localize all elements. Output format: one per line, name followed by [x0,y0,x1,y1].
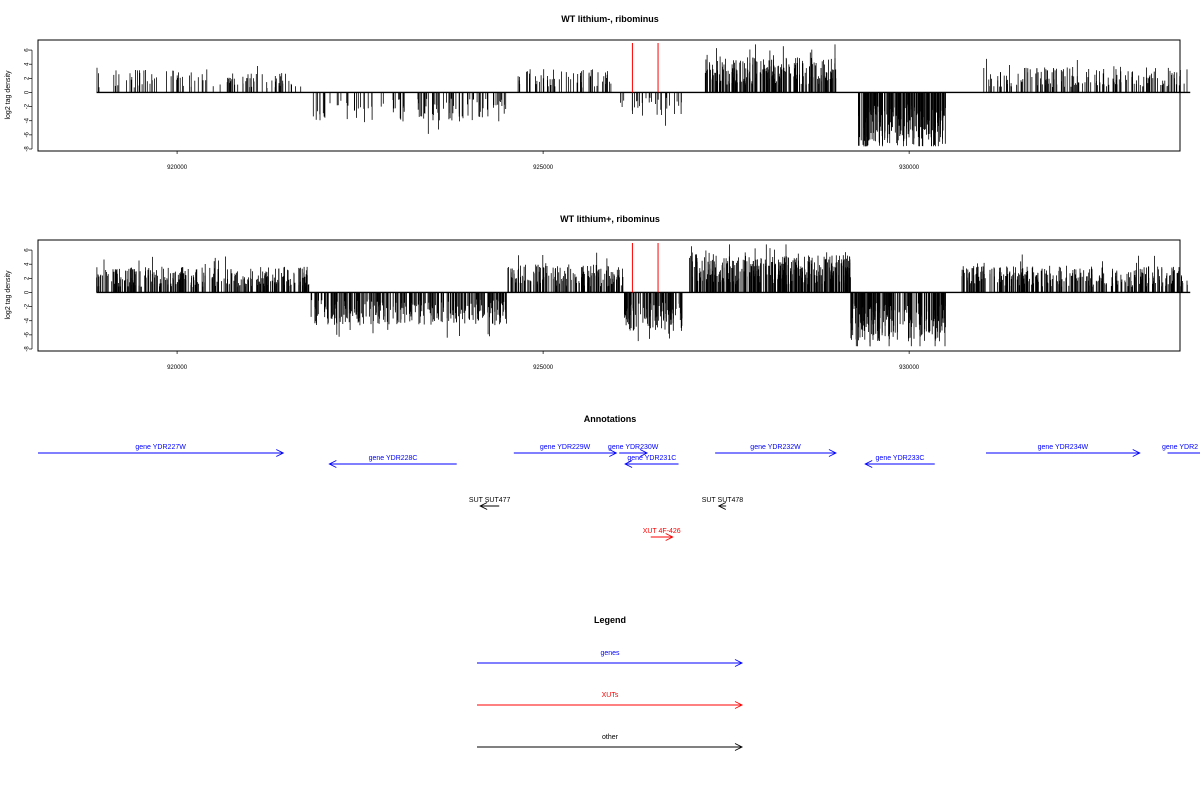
coverage-segment [983,58,1188,93]
coverage-segment [961,254,1188,293]
coverage-segment [704,44,837,93]
annotation-label: gene YDR232W [750,444,801,451]
annotation-label: XUT 4F-426 [643,528,681,535]
annotation-label: gene YDR227W [135,444,186,451]
coverage-segment [219,66,302,93]
annotation-gene-ydr228c: gene YDR228C [328,455,457,468]
coverage-panel-lithium-plus: WT lithium+, ribominus log2 tag density … [5,214,1191,371]
annotation-gene-ydr2: gene YDR2 [1162,444,1200,454]
legend-item-other: other [477,734,744,751]
annotations-title: Annotations [584,414,637,424]
legend-items: genes XUTs other [477,650,744,751]
y-tick-label: -6 [25,132,31,138]
annotation-label: gene YDR229W [540,444,591,451]
y-tick-label: 4 [25,262,31,266]
arrow-head [864,460,873,468]
coverage-plot-lithium-minus: 6 4 2 0 -2 -4 -6 -8 920000 925000 930000 [25,43,1191,171]
y-tick-label: -2 [25,303,31,309]
annotation-label: SUT SUT477 [469,497,511,504]
annotation-features: gene YDR227W gene YDR228C gene YDR229W gene… [38,444,1200,541]
annotation-label: gene YDR228C [369,455,418,462]
arrow-head [328,460,337,468]
annotation-gene-ydr227w: gene YDR227W [38,444,285,457]
arrow-head [276,449,285,457]
annotation-label: SUT SUT478 [702,497,744,504]
y-tick-label: 4 [25,62,31,66]
annotation-label: gene YDR2 [1162,444,1198,451]
annotation-gene-ydr232w: gene YDR232W [715,444,837,457]
y-tick-label: -6 [25,332,31,338]
arrow-head [734,701,744,709]
y-tick-label: -4 [25,317,31,323]
coverage-segment [96,256,310,293]
annotation-label: gene YDR234W [1038,444,1089,451]
y-tick-label: -4 [25,117,31,123]
y-tick-label: 6 [25,48,31,52]
legend-title: Legend [594,615,626,625]
x-tick-label: 925000 [533,165,554,171]
arrow-head [639,449,649,457]
annotation-xut-4f-426: XUT 4F-426 [643,528,681,541]
y-tick-label: -8 [25,146,31,152]
y-tick-label: 0 [25,290,31,294]
coverage-plot-lithium-plus: 6 4 2 0 -2 -4 -6 -8 920000 925000 930000 [25,243,1191,371]
y-tick-label: 6 [25,248,31,252]
coverage-segment [312,92,507,134]
coverage-segment [624,292,683,342]
x-tick-label: 930000 [899,365,920,371]
arrow-head [828,449,837,457]
annotation-gene-ydr229w: gene YDR229W [513,444,618,457]
legend-label: other [602,734,619,741]
annotation-gene-ydr234w: gene YDR234W [986,444,1141,457]
x-tick-label: 920000 [167,165,188,171]
coverage-segment [850,292,946,347]
y-tick-label: 2 [25,276,31,280]
x-tick-label: 925000 [533,365,554,371]
arrow-head [717,502,727,510]
plot-frame [37,239,1181,352]
x-tick-label: 930000 [899,165,920,171]
coverage-segment [620,92,682,126]
arrow-head [624,460,633,468]
y-tick-label: -8 [25,346,31,352]
plot-frame [37,39,1181,152]
annotation-label: gene YDR233C [876,455,925,462]
legend-label: XUTs [602,692,619,699]
legend-item-xuts: XUTs [477,692,744,709]
x-tick-label: 920000 [167,365,188,371]
coverage-panel-lithium-minus: WT lithium-, ribominus log2 tag density … [5,14,1191,171]
arrow-head [479,502,488,510]
coverage-segment [689,244,851,293]
arrow-head [734,659,744,667]
annotation-sut-sut478: SUT SUT478 [702,497,744,510]
y-tick-label: 2 [25,76,31,80]
arrow-head [734,743,744,751]
panel-title: WT lithium+, ribominus [560,214,660,224]
legend-label: genes [600,650,620,657]
panel-title: WT lithium-, ribominus [561,14,659,24]
annotation-gene-ydr230w: gene YDR230W [608,444,659,457]
legend-item-genes: genes [477,650,744,667]
arrow-head [609,449,618,457]
coverage-segment [507,252,624,293]
annotation-label: gene YDR231C [627,455,676,462]
y-tick-label: 0 [25,90,31,94]
annotation-sut-sut477: SUT SUT477 [469,497,511,510]
annotation-label: gene YDR230W [608,444,659,451]
annotation-gene-ydr233c: gene YDR233C [864,455,935,468]
y-axis-label: log2 tag density [5,70,12,120]
arrow-head [665,533,674,541]
y-tick-label: -2 [25,103,31,109]
coverage-segment [858,92,946,147]
coverage-segment [517,69,612,93]
legend-panel: Legend genes XUTs other [477,615,744,751]
y-axis-label: log2 tag density [5,270,12,320]
coverage-segment [310,292,507,338]
coverage-segment [96,67,214,93]
arrow-head [1132,449,1141,457]
annotation-gene-ydr231c: gene YDR231C [624,455,679,468]
